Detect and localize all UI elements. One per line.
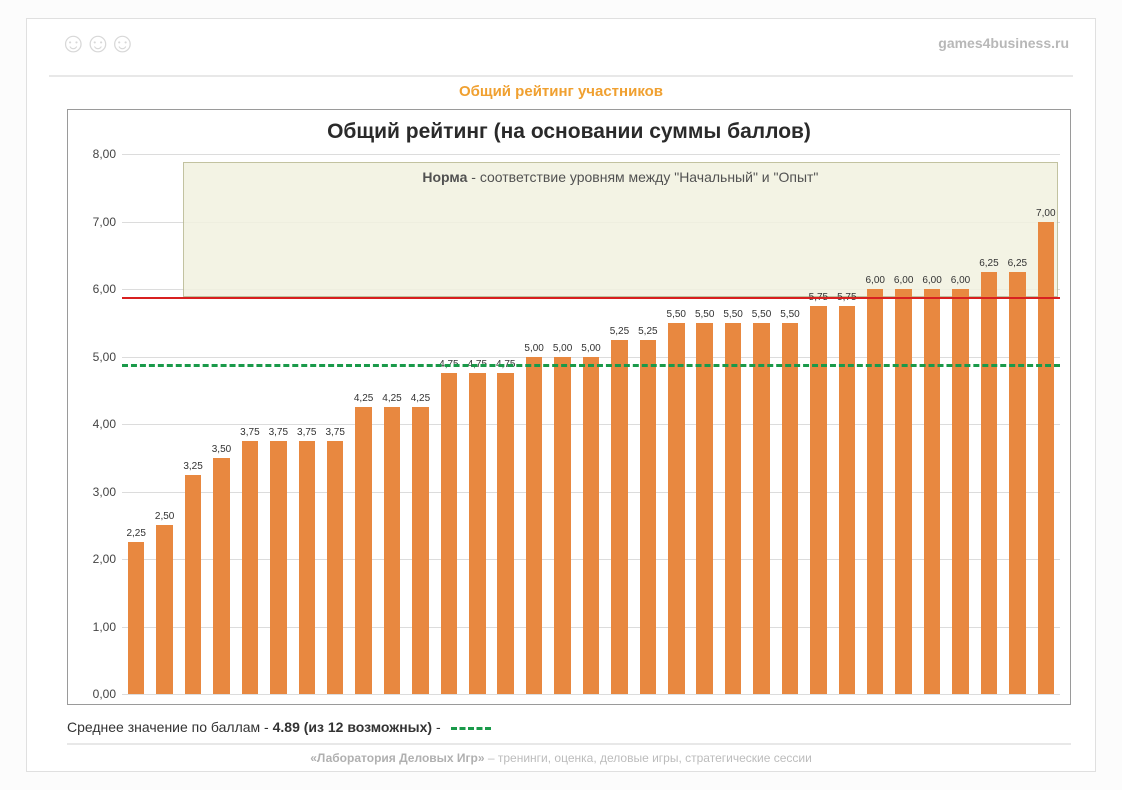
y-axis-label: 5,00 xyxy=(80,350,116,364)
chart-bar xyxy=(526,357,542,695)
chart-bar xyxy=(128,542,144,694)
norm-band-label: Норма - соответствие уровням между "Нача… xyxy=(184,169,1057,185)
bar-value-label: 5,00 xyxy=(571,343,611,354)
gridline xyxy=(122,694,1060,695)
bar-value-label: 2,25 xyxy=(116,528,156,539)
chart-bar xyxy=(497,373,513,694)
footer-credit: «Лаборатория Деловых Игр» – тренинги, оц… xyxy=(27,751,1095,765)
header: ☺☺☺ games4business.ru xyxy=(49,19,1073,77)
bar-value-label: 6,25 xyxy=(997,258,1037,269)
chart-bar xyxy=(185,475,201,694)
chart-bar xyxy=(213,458,229,694)
bar-value-label: 3,75 xyxy=(315,427,355,438)
reference-line-green xyxy=(122,364,1060,367)
chart-bar xyxy=(156,525,172,694)
chart-title: Общий рейтинг (на основании суммы баллов… xyxy=(68,120,1070,144)
chart-bar xyxy=(270,441,286,694)
chart-container: Общий рейтинг (на основании суммы баллов… xyxy=(67,109,1071,705)
bar-value-label: 3,50 xyxy=(201,444,241,455)
chart-bar xyxy=(782,323,798,694)
gridline xyxy=(122,154,1060,155)
chart-bar xyxy=(640,340,656,694)
bar-value-label: 6,00 xyxy=(941,275,981,286)
chart-bar xyxy=(867,289,883,694)
footer-rule xyxy=(67,743,1071,745)
site-url: games4business.ru xyxy=(938,35,1069,51)
y-axis-label: 6,00 xyxy=(80,282,116,296)
chart-plot-area: 0,001,002,003,004,005,006,007,008,00Норм… xyxy=(122,154,1060,694)
reference-line-red xyxy=(122,297,1060,299)
footer-note-prefix: Среднее значение по баллам - xyxy=(67,719,273,735)
chart-bar xyxy=(1009,272,1025,694)
y-axis-label: 7,00 xyxy=(80,215,116,229)
bar-value-label: 4,25 xyxy=(400,393,440,404)
chart-bar xyxy=(441,373,457,694)
chart-bar xyxy=(981,272,997,694)
footer-note: Среднее значение по баллам - 4.89 (из 12… xyxy=(67,719,491,735)
y-axis-label: 2,00 xyxy=(80,552,116,566)
report-page: ☺☺☺ games4business.ru Общий рейтинг учас… xyxy=(26,18,1096,772)
bar-value-label: 2,50 xyxy=(145,511,185,522)
chart-bar xyxy=(668,323,684,694)
bar-value-label: 7,00 xyxy=(1026,208,1066,219)
chart-bar xyxy=(725,323,741,694)
legend-dash-icon xyxy=(451,727,491,730)
chart-bar xyxy=(924,289,940,694)
chart-bar xyxy=(696,323,712,694)
footer-note-suffix: - xyxy=(432,719,444,735)
chart-bar xyxy=(355,407,371,694)
y-axis-label: 8,00 xyxy=(80,147,116,161)
chart-bar xyxy=(384,407,400,694)
chart-bar xyxy=(469,373,485,694)
chart-bar xyxy=(895,289,911,694)
chart-bar xyxy=(242,441,258,694)
chart-bar xyxy=(611,340,627,694)
chart-bar xyxy=(952,289,968,694)
chart-bar xyxy=(753,323,769,694)
y-axis-label: 3,00 xyxy=(80,485,116,499)
chart-bar xyxy=(327,441,343,694)
bar-value-label: 5,50 xyxy=(770,309,810,320)
chart-bar xyxy=(299,441,315,694)
chart-bar xyxy=(412,407,428,694)
footer-note-value: 4.89 (из 12 возможных) xyxy=(273,719,432,735)
y-axis-label: 4,00 xyxy=(80,417,116,431)
logo-icon: ☺☺☺ xyxy=(59,27,133,59)
chart-bar xyxy=(1038,222,1054,695)
footer-credit-bold: «Лаборатория Деловых Игр» xyxy=(310,751,484,765)
bar-value-label: 3,25 xyxy=(173,461,213,472)
footer-credit-rest: – тренинги, оценка, деловые игры, страте… xyxy=(485,751,812,765)
page-title: Общий рейтинг участников xyxy=(27,83,1095,100)
y-axis-label: 0,00 xyxy=(80,687,116,701)
y-axis-label: 1,00 xyxy=(80,620,116,634)
chart-bar xyxy=(554,357,570,695)
chart-bar xyxy=(583,357,599,695)
bar-value-label: 5,25 xyxy=(628,326,668,337)
